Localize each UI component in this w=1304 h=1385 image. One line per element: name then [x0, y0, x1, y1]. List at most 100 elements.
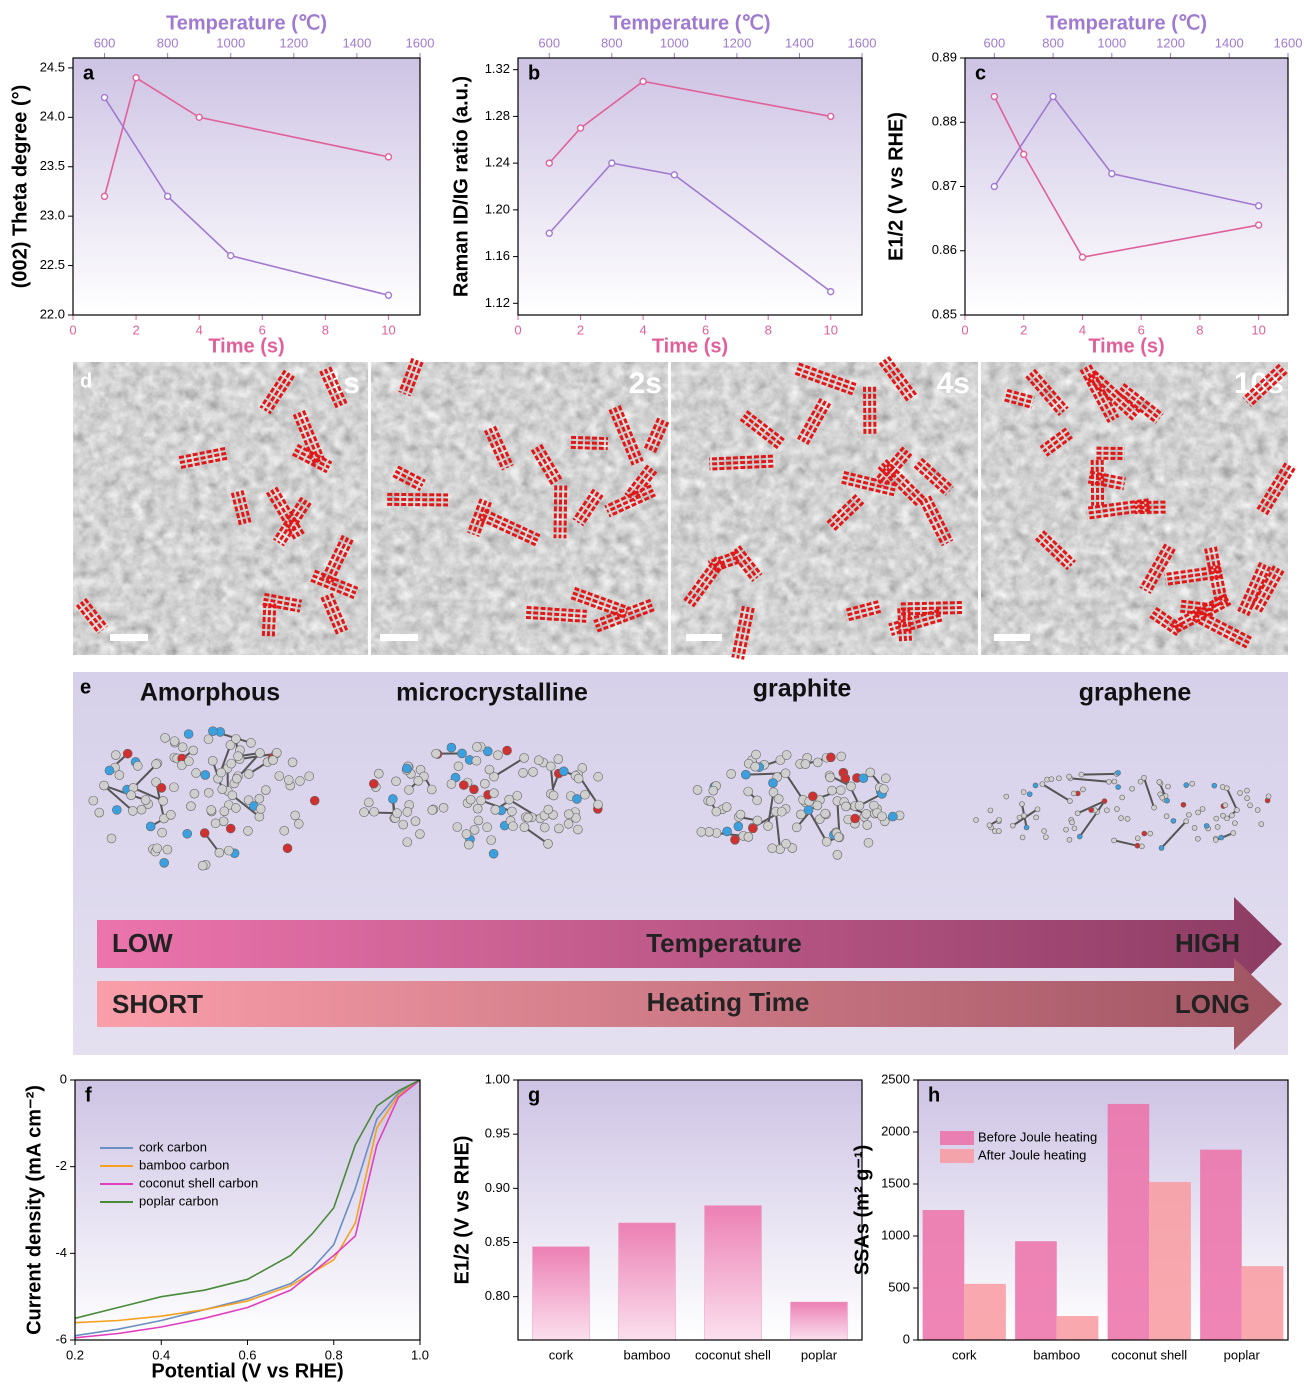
- arrow-label: HIGH: [1175, 928, 1240, 958]
- atom: [472, 742, 481, 751]
- atom: [152, 760, 161, 769]
- atom: [89, 796, 98, 805]
- atom: [862, 809, 871, 818]
- bar: [705, 1206, 762, 1340]
- arrow-label: LOW: [112, 928, 173, 958]
- atom: [1157, 780, 1162, 785]
- atom: [211, 819, 220, 828]
- atom: [305, 772, 314, 781]
- atom: [107, 834, 116, 843]
- atom: [469, 785, 478, 794]
- x-tick-label: coconut shell: [695, 1347, 771, 1362]
- atom: [99, 781, 108, 790]
- atom: [520, 753, 529, 762]
- x-tick-label: 8: [765, 322, 772, 337]
- atom: [544, 839, 553, 848]
- x2-tick-label: 1000: [1097, 35, 1126, 50]
- atom: [243, 826, 252, 835]
- y-axis-title: E1/2 (V vs RHE): [451, 1136, 473, 1285]
- y-tick-label: 0: [60, 1071, 67, 1086]
- x2-tick-label: 1400: [785, 35, 814, 50]
- atom: [1071, 791, 1076, 796]
- bar: [964, 1284, 1006, 1340]
- atom: [1064, 827, 1069, 832]
- point: [1050, 94, 1056, 100]
- point: [991, 184, 997, 190]
- atom: [996, 829, 1001, 834]
- y-tick-label: 0.86: [932, 242, 957, 257]
- atom: [1104, 808, 1109, 813]
- x2-tick-label: 600: [984, 35, 1006, 50]
- atom: [520, 823, 529, 832]
- atom: [1019, 801, 1024, 806]
- atom: [574, 774, 583, 783]
- y-tick-label: 24.0: [40, 109, 65, 124]
- atom: [554, 755, 563, 764]
- atom: [836, 786, 845, 795]
- y-tick-label: 1.20: [485, 201, 510, 216]
- atom: [1043, 835, 1048, 840]
- point: [609, 160, 615, 166]
- atom: [859, 774, 868, 783]
- fringe: [387, 499, 448, 500]
- atom: [594, 772, 603, 781]
- x-tick-label: 4: [639, 322, 646, 337]
- panel-letter: d: [80, 370, 92, 392]
- x-tick-label: 8: [322, 322, 329, 337]
- point: [640, 78, 646, 84]
- atom: [842, 802, 851, 811]
- atom: [153, 844, 162, 853]
- atom: [283, 844, 292, 853]
- figure: d 1s 2s 4s 10s e Amorphous microcrystall…: [0, 0, 1304, 1385]
- atom: [370, 807, 379, 816]
- atom: [730, 835, 739, 844]
- atom: [208, 727, 217, 736]
- atom: [572, 794, 581, 803]
- atom: [1142, 831, 1147, 836]
- atom: [123, 749, 132, 758]
- panel-letter: g: [528, 1084, 540, 1106]
- atom: [1190, 781, 1195, 786]
- legend-label: bamboo carbon: [139, 1157, 229, 1172]
- atom: [513, 791, 522, 800]
- atom: [414, 776, 423, 785]
- y-tick-label: 23.0: [40, 208, 65, 223]
- atom: [127, 791, 136, 800]
- atom: [157, 783, 166, 792]
- atom: [826, 773, 835, 782]
- atom: [369, 779, 378, 788]
- x2-tick-label: 1200: [279, 35, 308, 50]
- atom: [1067, 774, 1072, 779]
- atom: [291, 811, 300, 820]
- atom: [808, 792, 817, 801]
- atom: [158, 828, 167, 837]
- structure-panel: e Amorphous microcrystalline graphite gr…: [73, 672, 1288, 1055]
- x-tick-label: bamboo: [624, 1347, 671, 1362]
- atom: [1159, 845, 1164, 850]
- arrow-label: LONG: [1175, 989, 1250, 1019]
- y-axis-title: Current density (mA cm⁻²): [23, 1085, 45, 1335]
- atom: [813, 801, 822, 810]
- atom: [399, 820, 408, 829]
- atom: [487, 836, 496, 845]
- bar: [533, 1247, 590, 1340]
- atom: [415, 830, 424, 839]
- x2-tick-label: 1200: [722, 35, 751, 50]
- atom: [476, 796, 485, 805]
- atom: [782, 839, 791, 848]
- atom: [473, 804, 482, 813]
- atom: [1196, 810, 1201, 815]
- atom: [1079, 772, 1084, 777]
- y-tick-label: 1.24: [485, 155, 510, 170]
- atom: [310, 796, 319, 805]
- atom: [877, 812, 886, 821]
- y-tick-label: 500: [888, 1279, 910, 1294]
- atom: [169, 783, 178, 792]
- atom: [1165, 784, 1170, 789]
- bar: [1149, 1182, 1191, 1340]
- atom: [768, 844, 777, 853]
- atom: [1213, 838, 1218, 843]
- y-tick-label: 0.87: [932, 178, 957, 193]
- atom: [997, 817, 1002, 822]
- atom: [1035, 807, 1040, 812]
